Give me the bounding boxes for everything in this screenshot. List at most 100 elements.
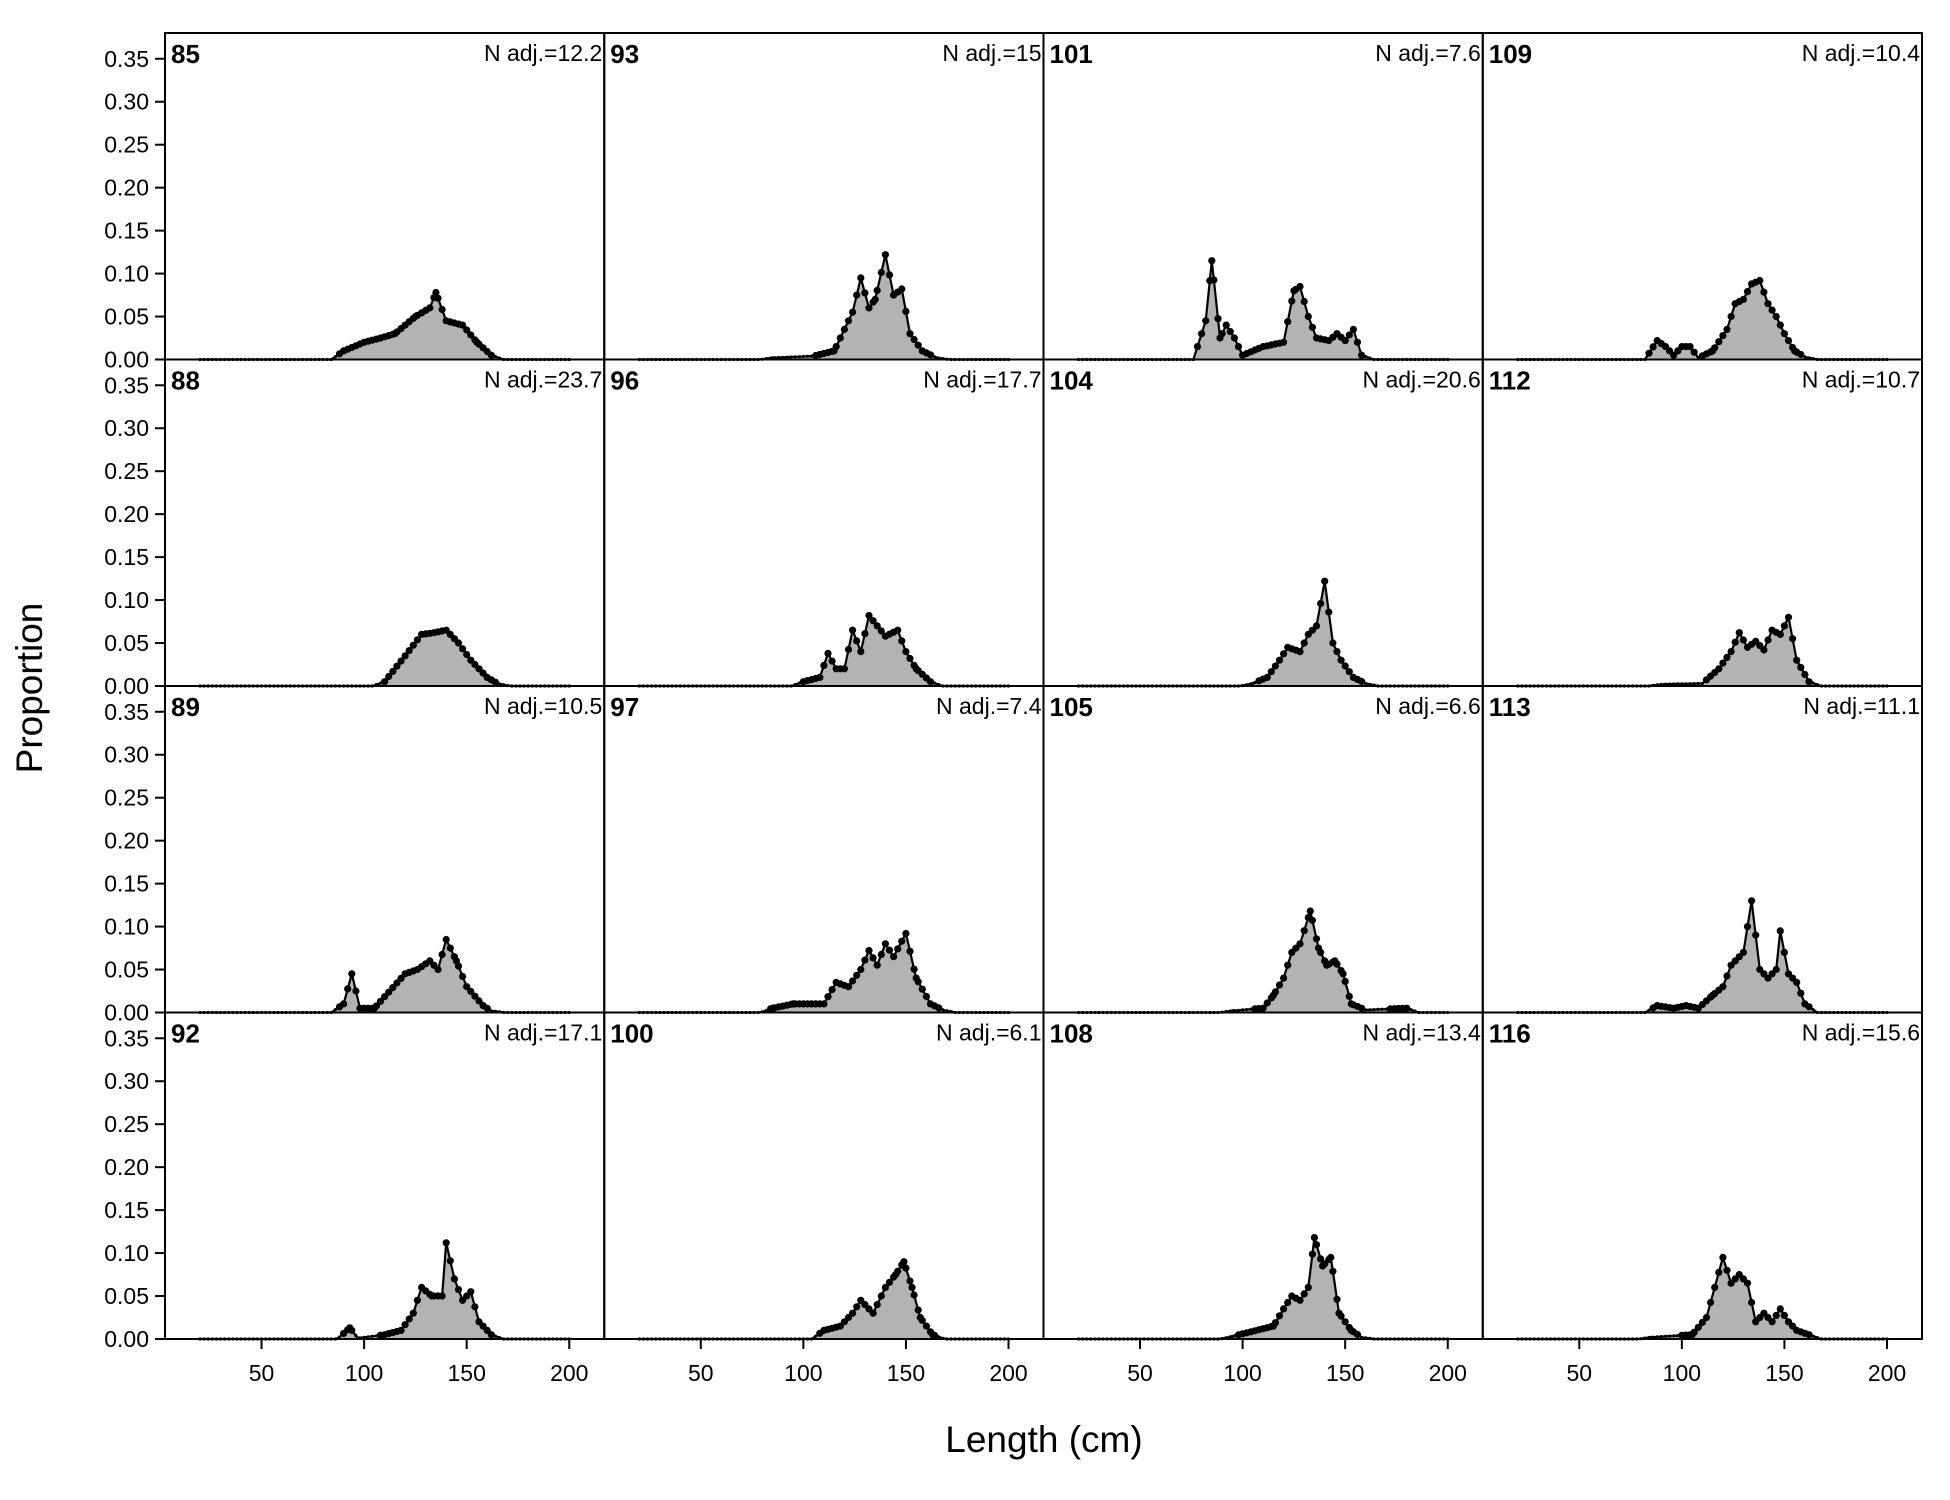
data-point [1803,355,1807,359]
data-point [389,667,397,676]
data-point [1329,639,1337,647]
data-point [1711,1283,1719,1291]
panel-96: 96 N adj.=17.7 [603,358,1045,688]
panel-frame [164,1011,606,1340]
data-point [1321,577,1329,585]
data-point [432,288,440,297]
data-point [1341,337,1349,345]
data-point [1345,668,1353,676]
panel-n-adj-label: N adj.=11.1 [1803,693,1920,719]
data-point [393,979,401,987]
series-area [200,630,570,686]
series-area [200,939,570,1013]
data-point [873,961,881,969]
data-point [1284,1298,1292,1307]
data-point [793,355,797,359]
data-point [1731,638,1739,646]
data-point [1727,648,1735,656]
data-point [853,637,861,645]
data-point [397,657,405,665]
data-point [1380,1007,1384,1011]
data-point [1715,1268,1723,1276]
data-point [1308,916,1316,924]
data-point [333,1008,337,1012]
data-point [389,984,397,992]
data-point [1649,343,1657,351]
panel-n-adj-label: N adj.=13.4 [1362,1020,1480,1046]
data-point [1811,1008,1815,1012]
data-point [1317,599,1325,608]
panel-frame [164,685,606,1014]
panel-year-label: 108 [1050,1019,1093,1049]
data-point [1214,315,1222,323]
series-line [639,254,1009,361]
data-point [397,974,405,983]
data-point [836,334,844,342]
data-point [1676,682,1680,686]
data-point [1698,1318,1706,1326]
data-point [1325,608,1333,616]
data-point [459,645,467,653]
data-point [1647,1008,1651,1012]
data-point [1259,1004,1267,1012]
data-point [487,351,495,359]
data-point [922,992,931,1001]
data-point [906,947,914,955]
data-point [840,665,849,673]
y-tick-label: 0.05 [104,957,149,983]
data-point [401,1321,409,1329]
panel-100: 100 N adj.=6.1 [603,1011,1045,1341]
data-point [467,987,475,996]
data-point [1760,288,1768,296]
y-tick-label: 0.30 [104,89,149,115]
data-point [785,355,789,359]
panels-layer: 85 N adj.=12.288 N adj.=23.789 N adj.=10.59… [164,32,1923,1341]
data-point [1288,297,1296,305]
data-point [348,970,356,978]
data-point [1339,970,1347,978]
data-point [1784,337,1793,345]
y-tick-label: 0.00 [104,1326,149,1352]
data-point [849,977,857,985]
y-tick-label: 0.05 [104,1283,149,1309]
data-point [434,965,442,974]
data-point [1230,334,1238,342]
data-point [1780,330,1788,338]
data-point [1202,317,1210,325]
data-point [898,637,906,645]
data-point [1663,1334,1668,1338]
series-line [1517,279,1887,361]
data-point [1341,977,1349,986]
data-point [1668,1334,1672,1338]
data-point [409,1309,417,1317]
data-point [1345,992,1353,1001]
data-point [1341,662,1349,670]
data-point [1226,328,1234,336]
data-point [881,1283,890,1291]
data-point [1645,349,1653,357]
data-point [816,673,824,682]
data-point [902,1264,910,1272]
data-point [1296,940,1304,948]
y-tick-label: 0.20 [104,175,149,201]
data-point [1719,659,1727,667]
data-point [1811,1334,1815,1338]
data-point [1700,681,1704,686]
panel-85: 85 N adj.=12.2 [164,32,606,362]
data-point [1735,629,1743,637]
data-point [471,1303,479,1311]
data-point [397,1326,405,1334]
data-point [873,1301,881,1309]
data-point [438,305,446,314]
panel-frame [1042,1011,1484,1340]
data-point [1333,960,1341,968]
x-tick-label: 50 [1566,1360,1592,1386]
x-tick-label: 100 [784,1360,822,1386]
panel-n-adj-label: N adj.=6.6 [1375,693,1481,719]
panel-frame [1481,1011,1923,1340]
x-tick-label: 100 [345,1360,383,1386]
y-tick-label: 0.30 [104,1068,149,1094]
data-point [873,286,881,294]
data-point [354,1334,358,1338]
